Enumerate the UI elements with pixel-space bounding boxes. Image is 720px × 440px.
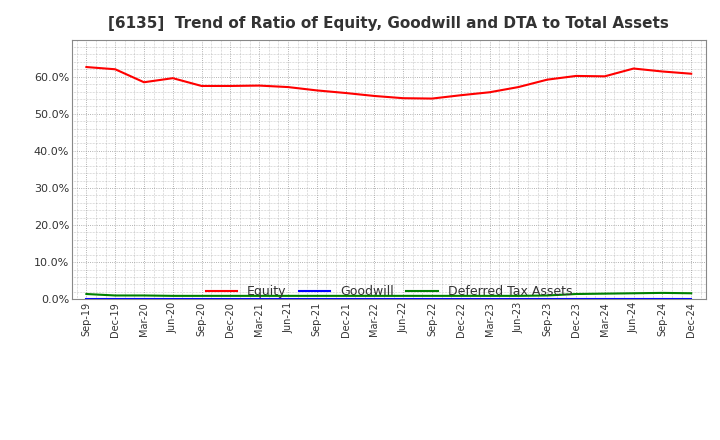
Goodwill xyxy=(399,297,408,302)
Deferred Tax Assets xyxy=(255,293,264,298)
Deferred Tax Assets xyxy=(687,291,696,296)
Equity xyxy=(485,90,494,95)
Goodwill xyxy=(168,297,177,302)
Goodwill xyxy=(226,297,235,302)
Equity xyxy=(658,69,667,74)
Deferred Tax Assets xyxy=(514,293,523,298)
Deferred Tax Assets xyxy=(600,291,609,296)
Equity xyxy=(226,83,235,88)
Deferred Tax Assets xyxy=(370,293,379,298)
Equity xyxy=(514,84,523,90)
Deferred Tax Assets xyxy=(456,293,465,298)
Equity xyxy=(370,93,379,99)
Goodwill xyxy=(370,297,379,302)
Deferred Tax Assets xyxy=(485,293,494,298)
Goodwill xyxy=(456,297,465,302)
Deferred Tax Assets xyxy=(197,293,206,298)
Line: Equity: Equity xyxy=(86,67,691,99)
Goodwill xyxy=(82,297,91,302)
Equity xyxy=(572,73,580,79)
Equity xyxy=(255,83,264,88)
Deferred Tax Assets xyxy=(140,293,148,298)
Deferred Tax Assets xyxy=(658,290,667,296)
Equity xyxy=(456,92,465,98)
Goodwill xyxy=(428,297,436,302)
Equity xyxy=(197,83,206,88)
Goodwill xyxy=(658,297,667,302)
Goodwill xyxy=(543,297,552,302)
Equity xyxy=(600,73,609,79)
Deferred Tax Assets xyxy=(543,293,552,298)
Deferred Tax Assets xyxy=(312,293,321,298)
Equity xyxy=(284,84,292,90)
Equity xyxy=(82,64,91,70)
Goodwill xyxy=(485,297,494,302)
Goodwill xyxy=(197,297,206,302)
Goodwill xyxy=(572,297,580,302)
Deferred Tax Assets xyxy=(428,293,436,298)
Deferred Tax Assets xyxy=(341,293,350,298)
Equity xyxy=(312,88,321,93)
Deferred Tax Assets xyxy=(284,293,292,298)
Deferred Tax Assets xyxy=(226,293,235,298)
Equity xyxy=(111,66,120,72)
Deferred Tax Assets xyxy=(399,293,408,298)
Goodwill xyxy=(629,297,638,302)
Line: Deferred Tax Assets: Deferred Tax Assets xyxy=(86,293,691,296)
Equity xyxy=(399,95,408,101)
Deferred Tax Assets xyxy=(82,291,91,297)
Deferred Tax Assets xyxy=(111,293,120,298)
Equity xyxy=(168,76,177,81)
Deferred Tax Assets xyxy=(168,293,177,298)
Goodwill xyxy=(687,297,696,302)
Equity xyxy=(629,66,638,71)
Equity xyxy=(543,77,552,82)
Goodwill xyxy=(514,297,523,302)
Legend: Equity, Goodwill, Deferred Tax Assets: Equity, Goodwill, Deferred Tax Assets xyxy=(205,285,572,298)
Equity xyxy=(428,96,436,101)
Goodwill xyxy=(111,297,120,302)
Goodwill xyxy=(284,297,292,302)
Deferred Tax Assets xyxy=(572,291,580,297)
Goodwill xyxy=(600,297,609,302)
Title: [6135]  Trend of Ratio of Equity, Goodwill and DTA to Total Assets: [6135] Trend of Ratio of Equity, Goodwil… xyxy=(109,16,669,32)
Goodwill xyxy=(255,297,264,302)
Goodwill xyxy=(341,297,350,302)
Goodwill xyxy=(140,297,148,302)
Goodwill xyxy=(312,297,321,302)
Equity xyxy=(341,90,350,95)
Deferred Tax Assets xyxy=(629,291,638,296)
Equity xyxy=(687,71,696,77)
Equity xyxy=(140,80,148,85)
